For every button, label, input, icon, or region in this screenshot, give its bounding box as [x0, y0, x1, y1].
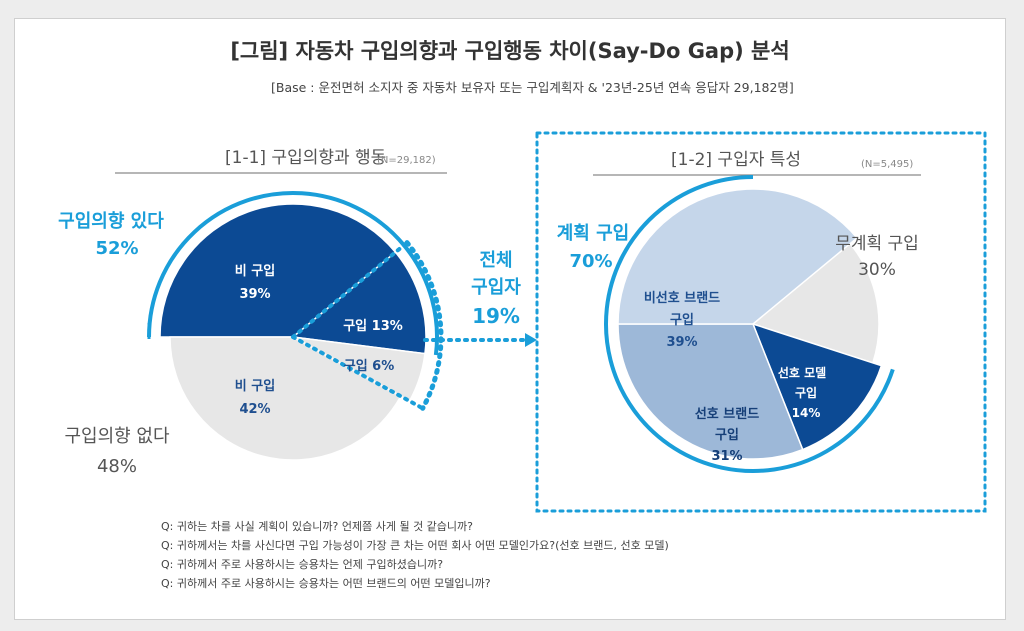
chart-canvas: [그림] 자동차 구입의향과 구입행동 차이(Say-Do Gap) 분석 [B… [58, 39, 987, 590]
figure-title: [그림] 자동차 구입의향과 구입행동 차이(Say-Do Gap) 분석 [230, 39, 789, 63]
pie-2 [617, 188, 883, 460]
section-2-title: [1-2] 구입자 특성 [671, 150, 801, 170]
pie2-prefmodel-line-1: 선호 모델 [778, 365, 826, 380]
section-2-n: (N=5,495) [861, 159, 913, 170]
pie1-slice-nonbuy-yes-name: 비 구입 [235, 264, 275, 279]
pie1-slice-buy-yes-label: 구입 13% [343, 319, 403, 334]
pie2-nonpref-line-2: 구입 [670, 313, 694, 328]
intent-yes-arc [147, 191, 439, 356]
pie2-prefbrand-line-2: 구입 [715, 428, 739, 443]
slice-nonbuy-intent-yes [159, 203, 397, 338]
connector-line-3: 19% [472, 304, 520, 328]
connector-line-1: 전체 [479, 250, 512, 271]
section-1-n: (N=29,182) [377, 155, 436, 166]
buyer-arc-dotted [404, 240, 444, 411]
buyer-radius-dotted-1 [291, 240, 410, 339]
section-1-title: [1-1] 구입의향과 행동 [225, 148, 386, 168]
buyer-radius-dotted-2 [291, 335, 425, 411]
connector-line-2: 구입자 [471, 276, 521, 298]
intent-yes-label: 구입의향 있다 [58, 210, 164, 232]
slice-buy-intent-yes [291, 251, 427, 355]
pie1-slice-nonbuy-no-name: 비 구입 [235, 379, 275, 394]
pie2-prefmodel-pct: 14% [792, 406, 821, 420]
pie2-nonpref-pct: 39% [666, 335, 697, 350]
pie-1 [159, 203, 427, 461]
question-4: Q: 귀하께서 주로 사용하시는 승용차는 어떤 브랜드의 어떤 모델입니까? [161, 576, 491, 590]
slice-pref-brand [617, 323, 804, 460]
plan-buy-label: 계획 구입 [557, 222, 630, 244]
noplan-buy-pct: 30% [858, 260, 896, 280]
pie2-prefbrand-pct: 31% [711, 449, 742, 464]
pie1-slice-nonbuy-yes-pct: 39% [239, 287, 270, 302]
section-2-box [535, 131, 987, 513]
intent-no-pct: 48% [97, 456, 137, 477]
connector-arrow-head [525, 333, 537, 347]
plan-buy-arc [604, 175, 895, 473]
question-1: Q: 귀하는 차를 사실 계획이 있습니까? 언제쯤 사게 될 것 같습니까? [161, 519, 473, 533]
pie2-prefbrand-line-1: 선호 브랜드 [695, 406, 759, 422]
pie2-nonpref-line-1: 비선호 브랜드 [644, 290, 720, 306]
slice-nonpref-brand [617, 188, 859, 325]
question-2: Q: 귀하께서는 차를 사신다면 구입 가능성이 가장 큰 차는 어떤 회사 어… [161, 538, 669, 552]
pie1-slice-buy-no-label: 구입 6% [344, 359, 395, 374]
base-note: [Base : 운전면허 소지자 중 자동차 보유자 또는 구입계획자 & '2… [271, 80, 794, 95]
intent-yes-pct: 52% [95, 238, 138, 259]
noplan-buy-label: 무계획 구입 [835, 234, 919, 254]
slice-buy-intent-no [292, 336, 426, 403]
plan-buy-pct: 70% [569, 251, 612, 272]
question-3: Q: 귀하께서 주로 사용하시는 승용차는 언제 구입하셨습니까? [161, 557, 443, 571]
pie2-prefmodel-line-2: 구입 [795, 386, 817, 400]
intent-no-label: 구입의향 없다 [64, 426, 170, 447]
pie1-slice-nonbuy-no-pct: 42% [239, 402, 270, 417]
slice-nonbuy-intent-no [169, 336, 402, 461]
slice-pref-model [751, 322, 883, 451]
figure-frame: [그림] 자동차 구입의향과 구입행동 차이(Say-Do Gap) 분석 [B… [14, 18, 1006, 620]
